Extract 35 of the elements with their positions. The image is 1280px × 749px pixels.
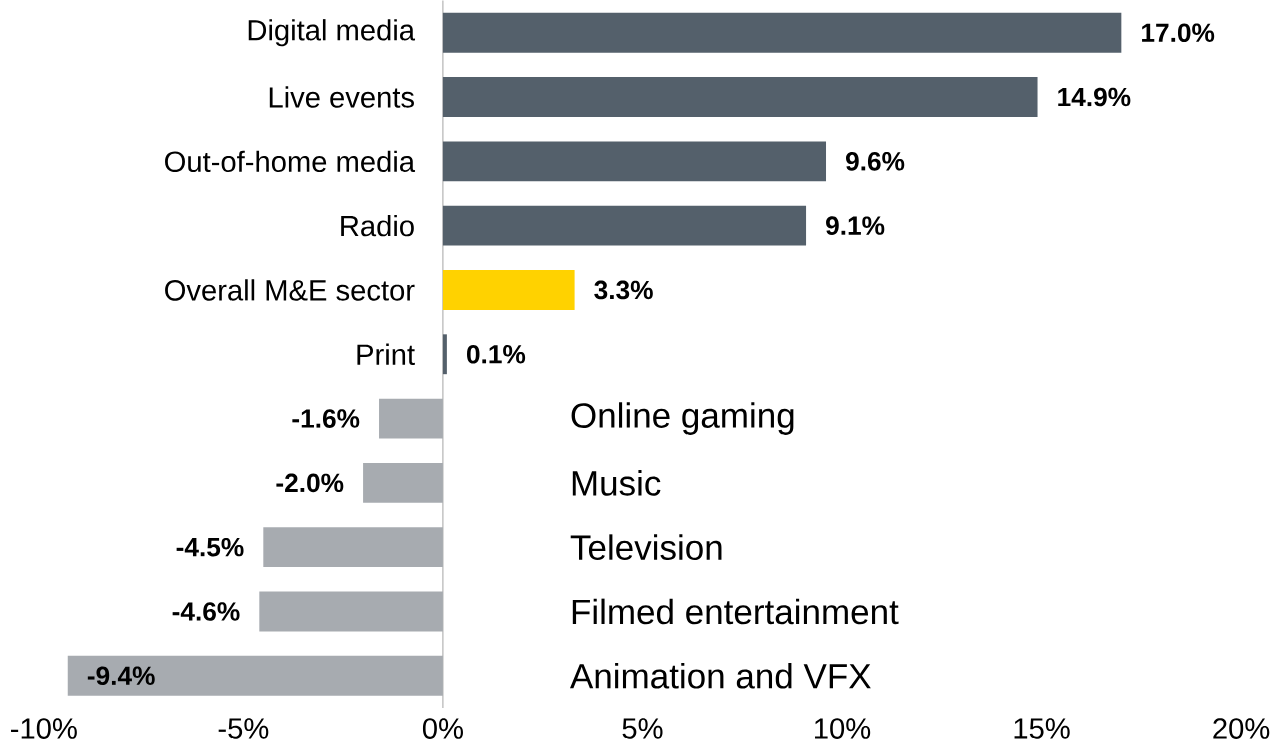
- y-tick-label: Television: [570, 534, 722, 561]
- y-tick-label: Out-of-home media: [165, 150, 416, 173]
- bar: [442, 334, 447, 375]
- x-tick-label: -10%: [11, 718, 77, 740]
- y-tick-label: Filmed entertainment: [572, 598, 899, 625]
- y-tick-label: Animation and VFX: [569, 663, 871, 689]
- x-tick-label: 10%: [815, 718, 871, 740]
- x-tick-label: 20%: [1213, 718, 1270, 740]
- y-tick-label: Radio: [341, 215, 414, 237]
- data-label: -9.4%: [87, 666, 155, 686]
- bar: [442, 77, 1038, 118]
- x-tick-label: 15%: [1014, 718, 1070, 739]
- x-tick-label: -5%: [218, 718, 269, 739]
- y-tick-label: Live events: [269, 86, 414, 108]
- data-label: 9.6%: [846, 152, 905, 171]
- y-tick-label: Print: [357, 343, 415, 366]
- data-label: 9.1%: [826, 216, 885, 236]
- bar: [442, 12, 1122, 53]
- data-label: 3.3%: [594, 280, 653, 300]
- x-tick-label: 5%: [622, 718, 663, 739]
- data-label: 14.9%: [1058, 87, 1131, 107]
- y-tick-label: Music: [572, 470, 661, 496]
- y-tick-label: Digital media: [248, 19, 416, 47]
- data-label: 0.1%: [467, 345, 526, 364]
- data-label: -2.0%: [276, 473, 344, 493]
- bar: [442, 270, 575, 311]
- bar: [442, 141, 827, 182]
- x-tick-label: 0%: [422, 718, 463, 740]
- bar: [442, 205, 807, 246]
- data-label: -4.5%: [176, 538, 244, 557]
- data-label: -1.6%: [292, 409, 360, 429]
- y-tick-label: Overall M&E sector: [165, 279, 415, 301]
- data-label: -4.6%: [172, 602, 240, 621]
- y-tick-label: Online gaming: [571, 402, 794, 436]
- data-label: 17.0%: [1142, 23, 1215, 43]
